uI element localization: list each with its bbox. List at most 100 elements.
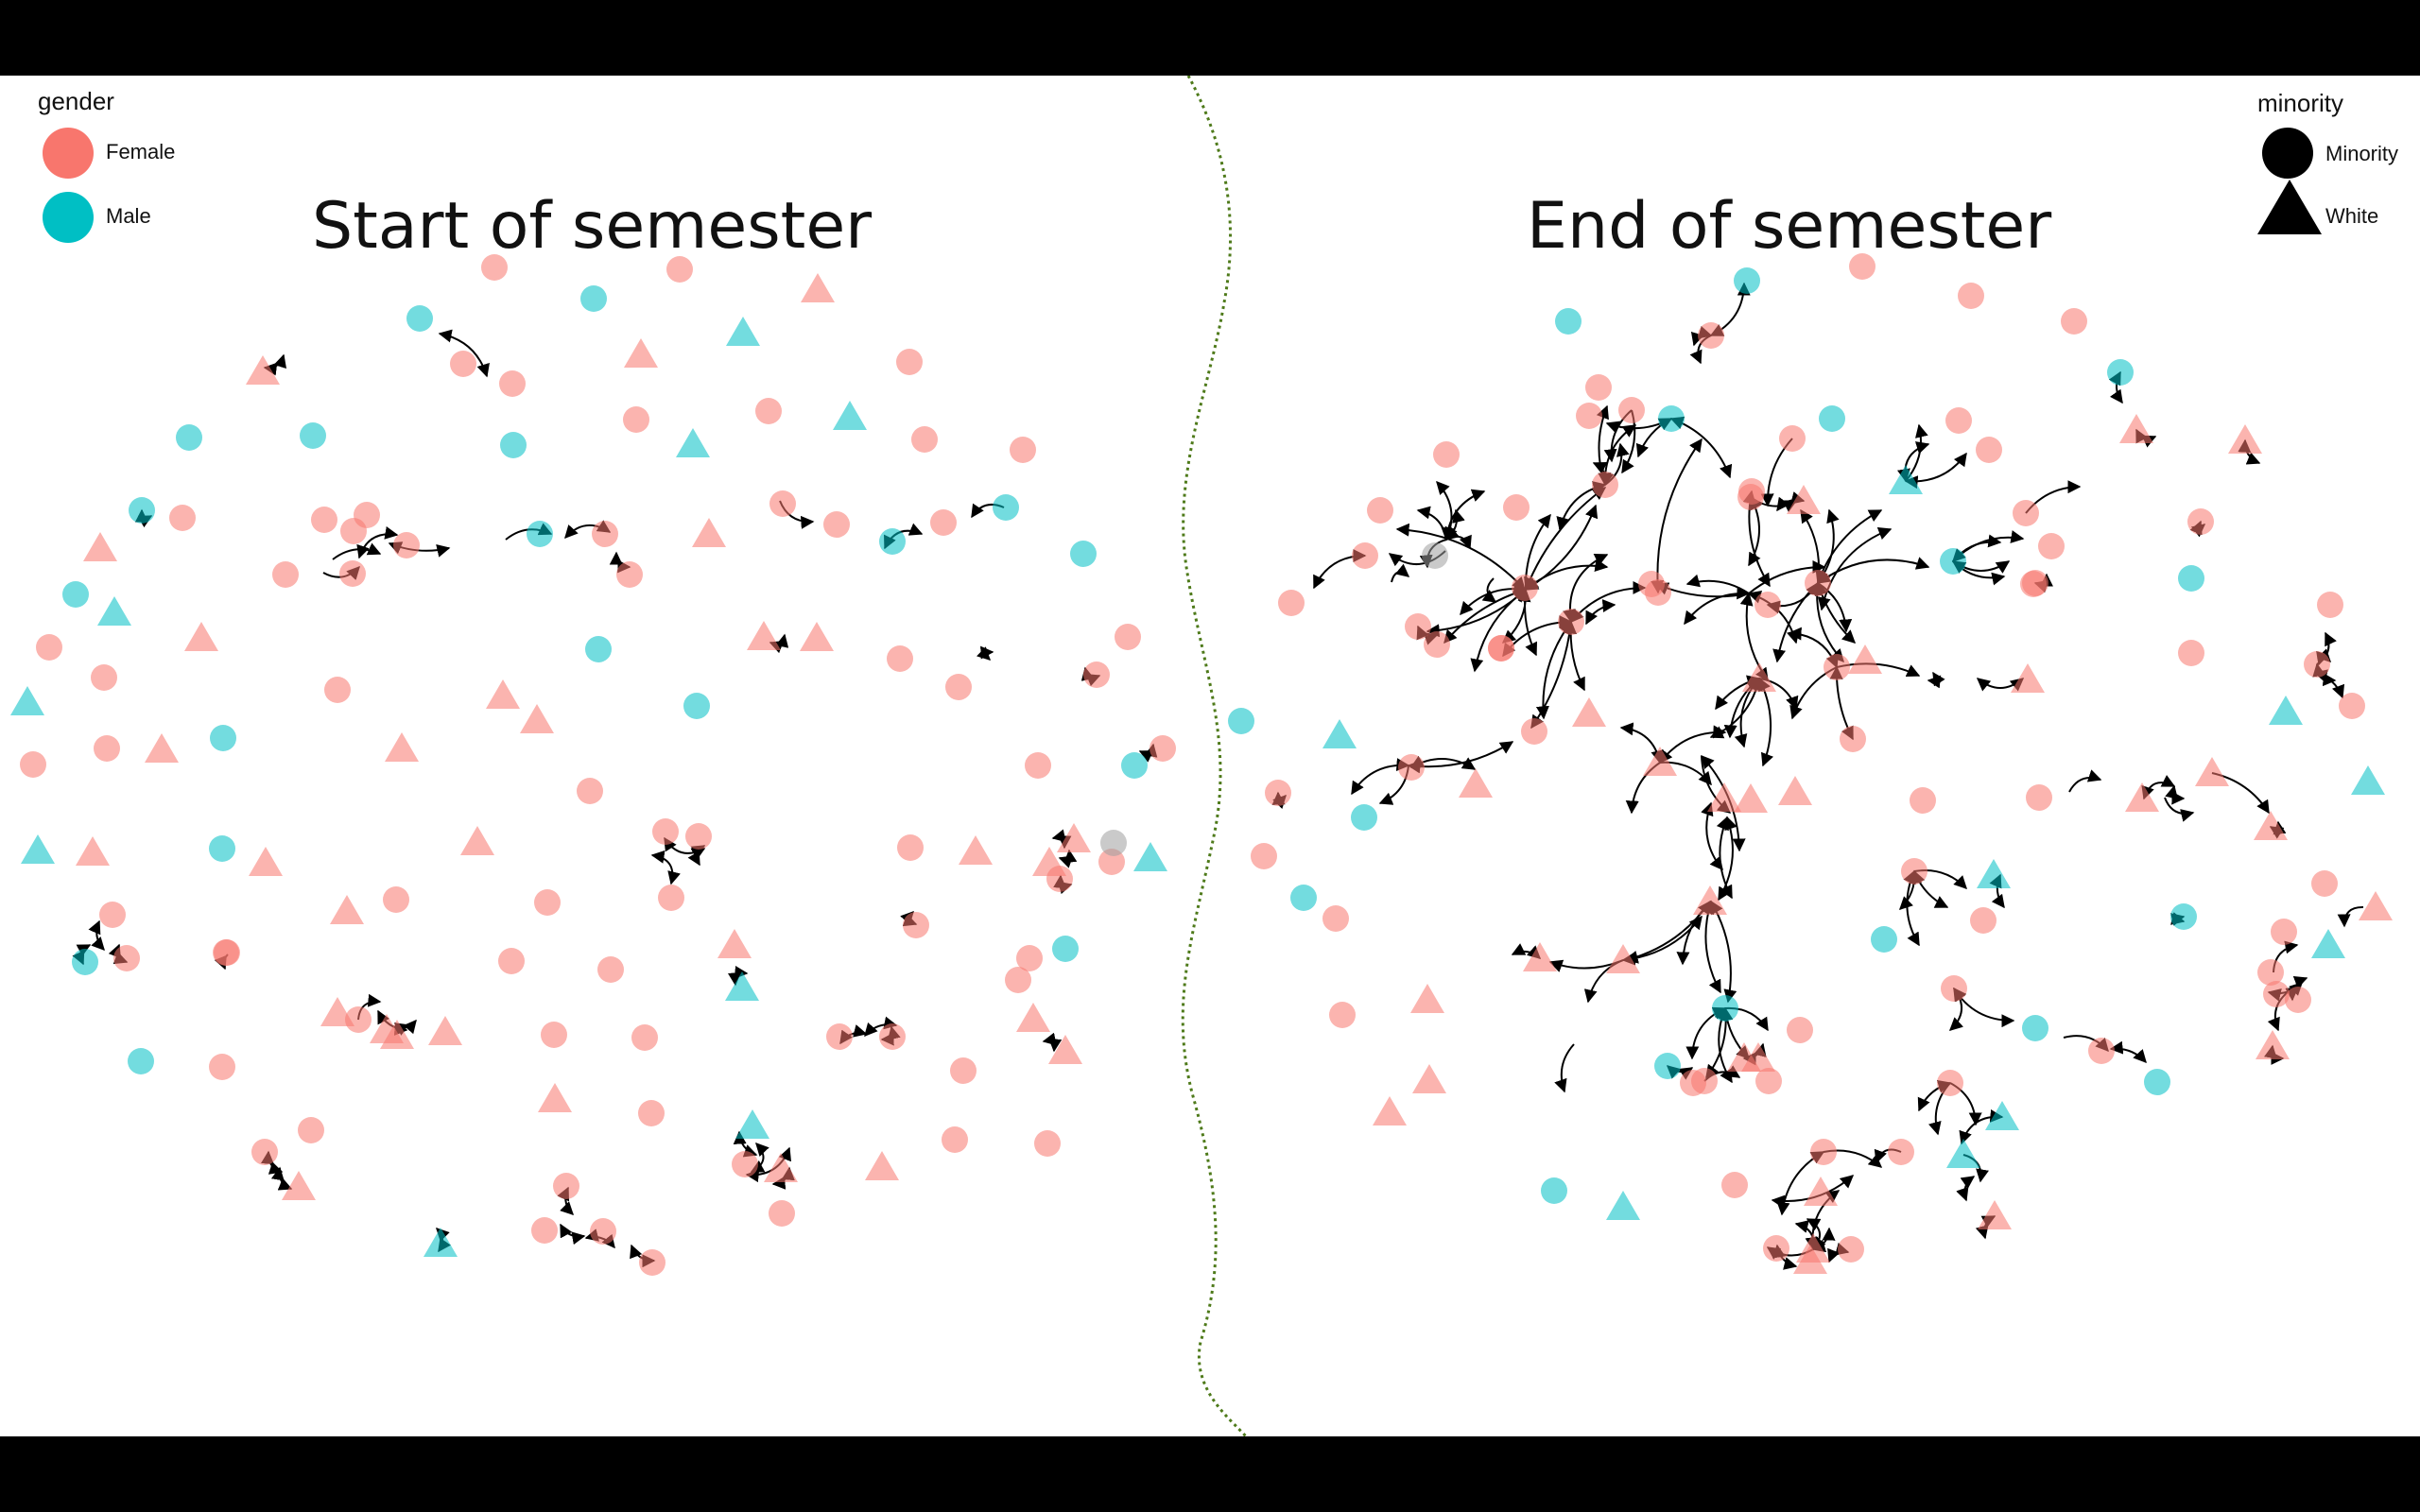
end-student-node <box>1512 575 1538 601</box>
end-student-node <box>1643 747 1677 776</box>
end-student-node <box>1985 1101 2019 1130</box>
start-student-node <box>128 1048 154 1074</box>
start-student-node <box>406 305 433 332</box>
end-student-node <box>2170 903 2197 930</box>
end-student-node <box>2311 870 2338 897</box>
end-student-node <box>1228 708 1254 734</box>
end-student-node <box>2254 811 2288 840</box>
end-student-node <box>1322 905 1349 932</box>
end-student-node <box>1433 441 1460 468</box>
friendship-edge <box>356 525 399 559</box>
end-student-node <box>2285 987 2311 1013</box>
start-student-node <box>499 370 526 397</box>
start-student-node <box>538 1083 572 1112</box>
friendship-edge <box>1817 527 1893 611</box>
start-student-node <box>129 497 155 524</box>
start-student-node <box>460 826 494 855</box>
friendship-edge <box>1524 558 1609 591</box>
network-plot <box>10 76 2393 1436</box>
end-student-node <box>1848 644 1882 674</box>
end-student-node <box>1824 654 1850 680</box>
start-student-node <box>330 895 364 924</box>
end-student-node <box>2011 663 2045 693</box>
end-student-node <box>1585 374 1612 401</box>
end-student-node <box>1889 465 1923 494</box>
end-student-node <box>1945 407 1972 434</box>
end-student-node <box>1946 1139 1980 1168</box>
end-student-node <box>1838 1236 1864 1263</box>
end-student-node <box>1541 1177 1567 1204</box>
end-student-node <box>1405 613 1431 640</box>
start-student-node <box>769 490 796 517</box>
start-student-node <box>631 1024 658 1051</box>
end-student-node <box>2061 308 2087 335</box>
start-student-node <box>945 674 972 700</box>
start-student-node <box>597 956 624 983</box>
start-student-node <box>1100 830 1127 856</box>
start-student-node <box>590 1218 616 1245</box>
minority-legend-key <box>2262 128 2313 179</box>
friendship-edge <box>1816 557 1930 584</box>
end-student-node <box>1572 697 1606 727</box>
start-student-node <box>755 398 782 424</box>
start-student-node <box>683 693 710 719</box>
friendship-edge <box>1956 1176 1976 1202</box>
end-student-node <box>2257 959 2284 986</box>
end-student-node <box>1290 885 1317 911</box>
friendship-edge <box>2337 905 2364 928</box>
end-student-node <box>2178 565 2204 592</box>
end-student-node <box>2026 784 2052 811</box>
start-student-node <box>1052 936 1079 962</box>
start-student-node <box>99 902 126 928</box>
start-student-node <box>638 1100 665 1126</box>
end-student-node <box>1712 995 1738 1022</box>
friendship-edge <box>1444 508 1465 541</box>
end-student-node <box>2359 891 2393 920</box>
start-student-node <box>209 835 235 862</box>
start-student-node <box>246 355 280 385</box>
nodes-layer <box>10 253 2393 1276</box>
end-student-node <box>2187 508 2214 535</box>
male-legend-key <box>43 192 94 243</box>
end-student-node <box>1592 472 1618 498</box>
end-student-node <box>2144 1069 2170 1095</box>
start-student-node <box>383 886 409 913</box>
end-student-node <box>1265 780 1291 806</box>
start-student-node <box>62 581 89 608</box>
start-student-node <box>801 273 835 302</box>
end-student-node <box>1373 1096 1407 1125</box>
start-student-node <box>36 634 62 661</box>
end-student-node <box>2269 696 2303 725</box>
friendship-edge <box>728 966 749 987</box>
start-student-node <box>251 1139 278 1165</box>
start-student-node <box>887 645 913 672</box>
start-student-node <box>769 1200 795 1227</box>
start-student-node <box>577 778 603 804</box>
start-student-node <box>324 677 351 703</box>
start-student-node <box>94 735 120 762</box>
friendship-edge <box>1621 915 1703 966</box>
start-student-node <box>1150 735 1176 762</box>
end-student-node <box>1707 782 1741 812</box>
start-student-node <box>298 1117 324 1143</box>
end-student-node <box>2317 592 2343 618</box>
start-student-node <box>282 1171 316 1200</box>
start-student-node <box>520 704 554 733</box>
start-student-node <box>879 1023 906 1050</box>
friendship-edge <box>1481 577 1497 603</box>
end-student-node <box>2228 424 2262 454</box>
right-panel-title: End of semester <box>1527 189 2052 264</box>
start-student-node <box>300 422 326 449</box>
end-student-node <box>1558 609 1584 635</box>
end-student-node <box>2195 757 2229 786</box>
friendship-edge <box>1530 621 1572 730</box>
end-student-node <box>1937 1070 1963 1096</box>
end-student-node <box>1521 718 1547 745</box>
start-student-node <box>113 945 140 971</box>
start-student-node <box>735 1109 769 1139</box>
end-student-node <box>1804 1177 1838 1206</box>
start-student-node <box>209 1054 235 1080</box>
end-student-node <box>1555 308 1582 335</box>
friendship-edge <box>1815 509 1883 585</box>
